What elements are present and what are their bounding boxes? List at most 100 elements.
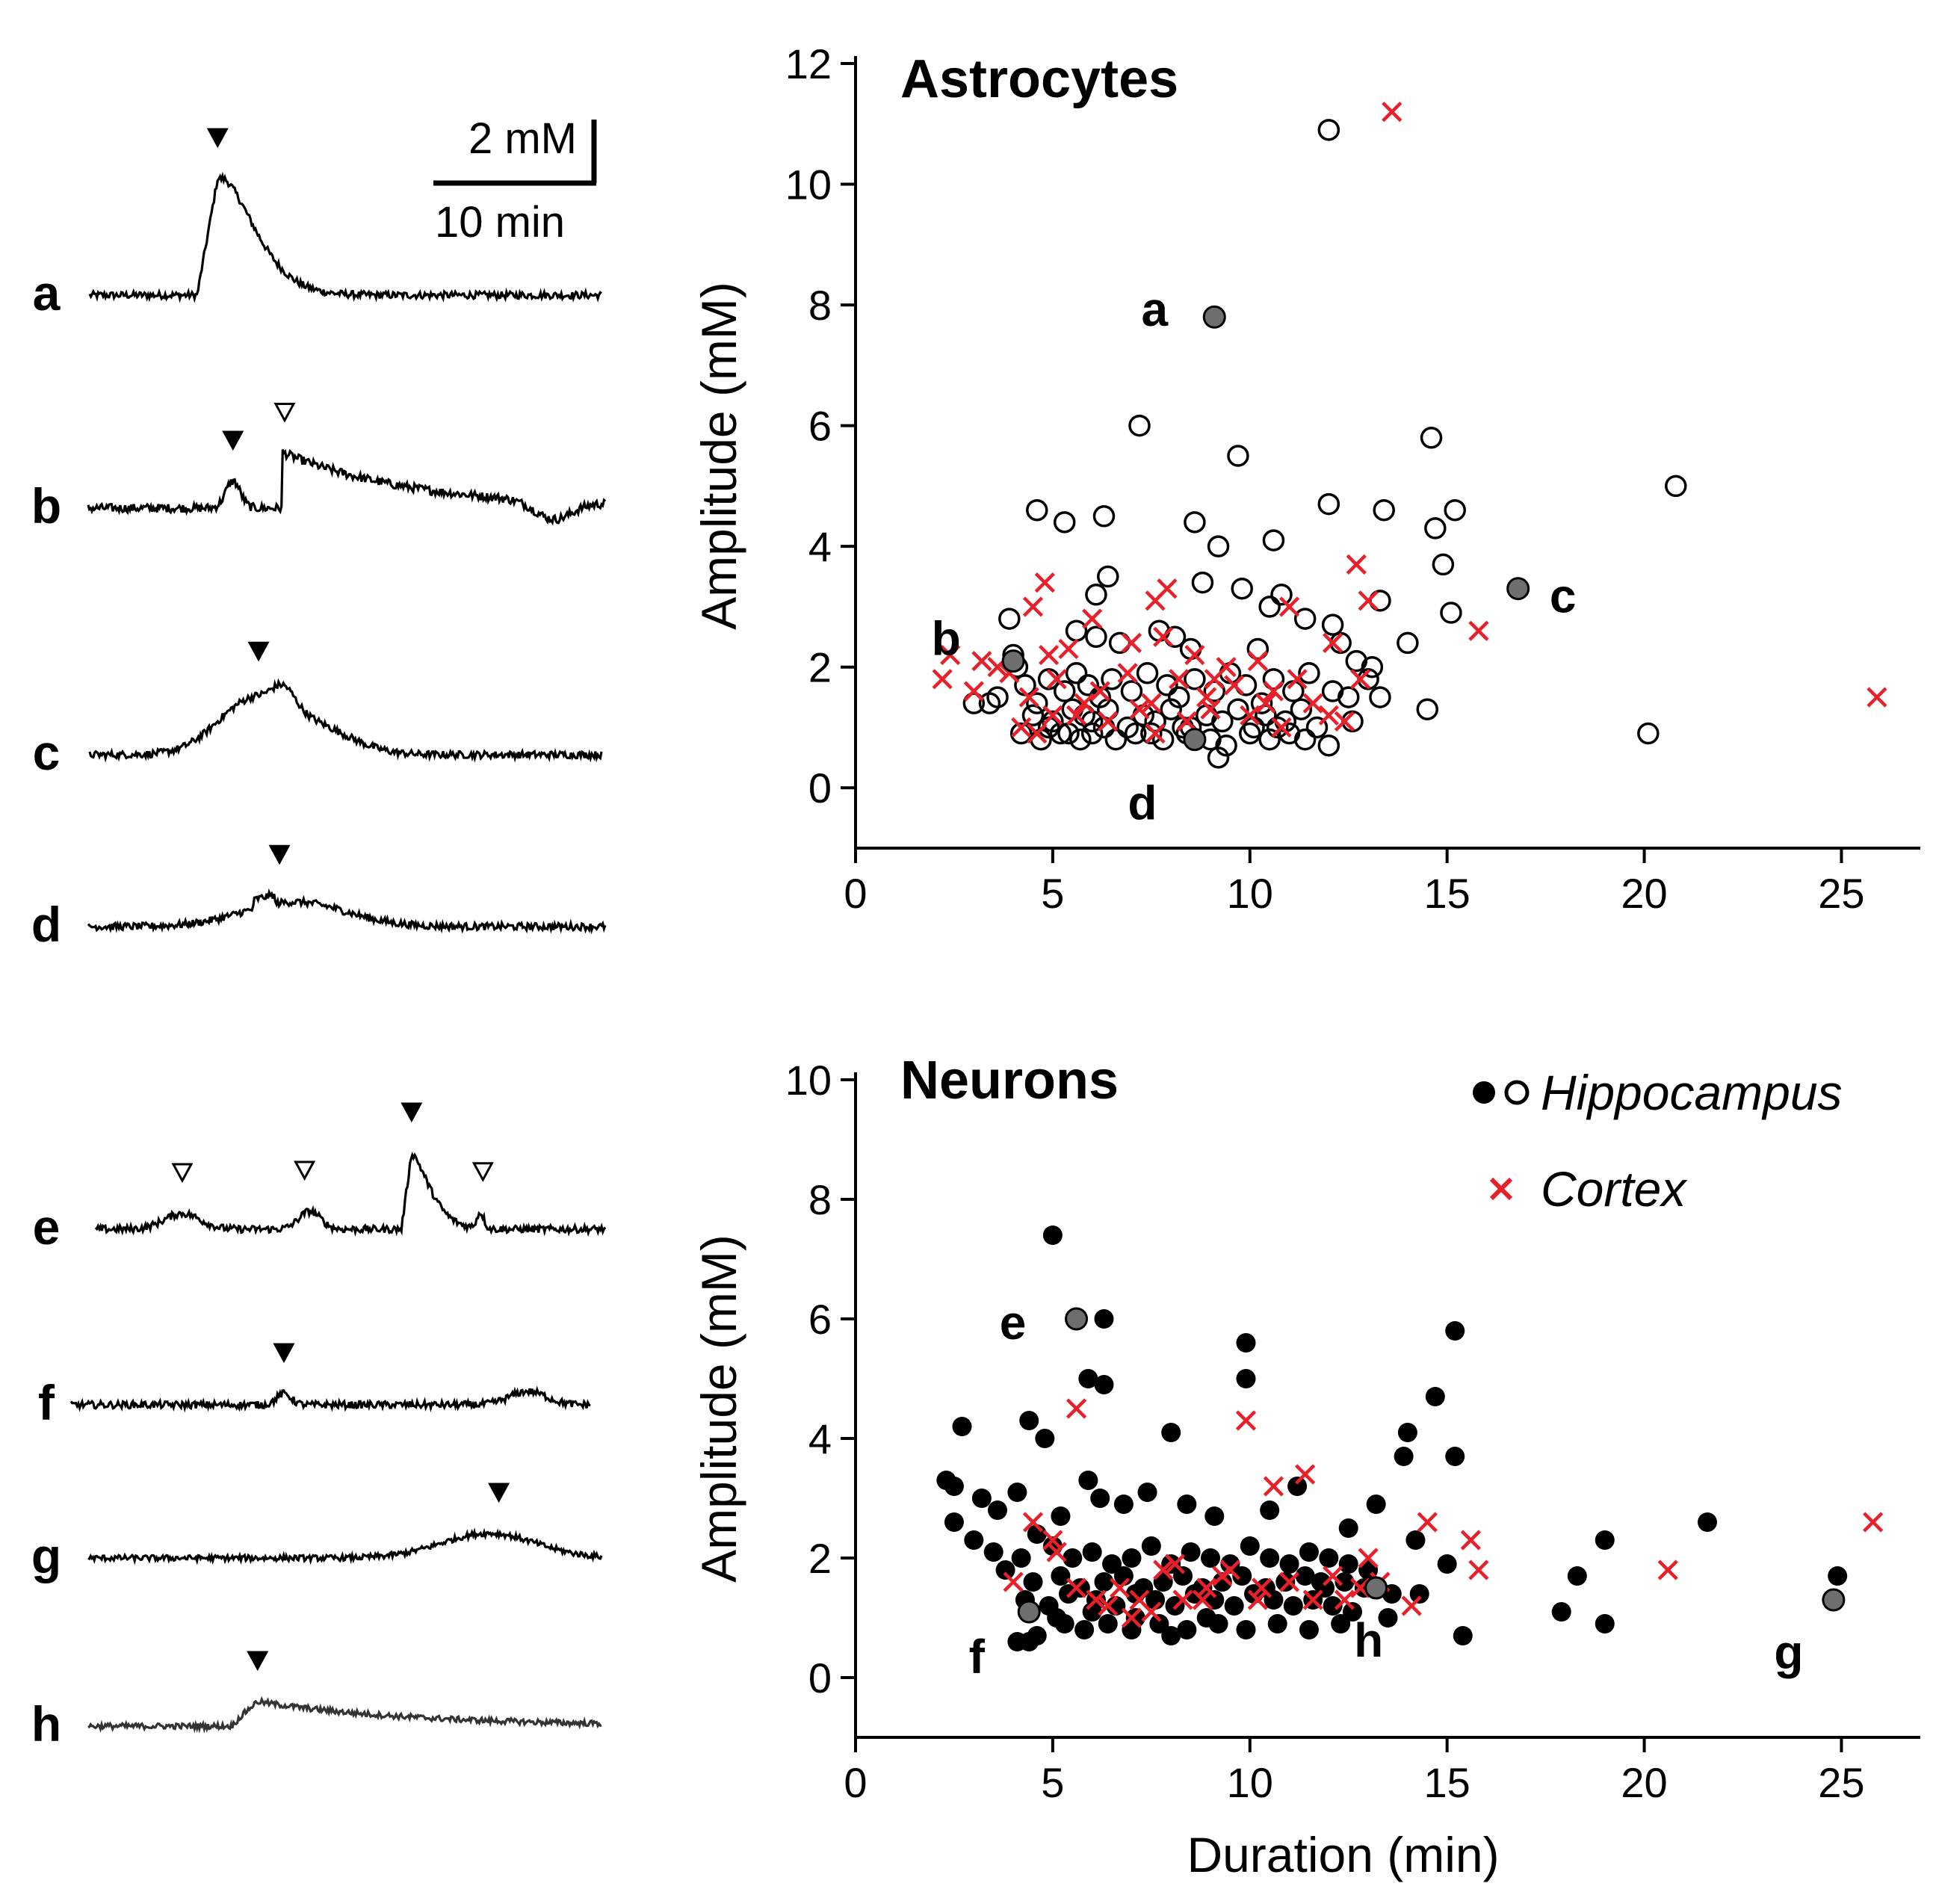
data-point	[1063, 1548, 1083, 1568]
data-point	[1567, 1566, 1587, 1586]
data-point	[1271, 717, 1292, 738]
example-point	[1001, 649, 1025, 673]
y-tick-label: 0	[808, 764, 832, 812]
data-point	[1240, 705, 1261, 726]
data-point	[1192, 1589, 1213, 1610]
data-point	[1224, 675, 1245, 696]
data-point	[1082, 608, 1103, 629]
data-point	[1215, 734, 1237, 757]
data-point	[1019, 1632, 1039, 1651]
data-point	[1069, 728, 1092, 751]
data-point	[1080, 722, 1104, 745]
data-point	[1022, 1512, 1044, 1533]
data-point	[1444, 498, 1466, 522]
x-tick-label: 15	[1424, 870, 1470, 917]
data-point	[1361, 655, 1384, 679]
data-point	[1255, 693, 1276, 714]
data-point	[1022, 596, 1044, 617]
data-point	[1266, 716, 1289, 739]
event-marker-filled	[222, 430, 244, 451]
data-point	[1358, 590, 1379, 611]
data-point	[1046, 669, 1067, 690]
legend: Hippocampus Cortex	[1473, 1065, 1843, 1217]
data-point	[1121, 1607, 1142, 1628]
trace-label: g	[31, 1528, 61, 1583]
astrocytes-chart: 0 2 4 6 8 10 12 0 5 10 15 20 25 Amplitude (mM) Astrocy…	[691, 40, 1920, 917]
data-point	[1137, 1483, 1157, 1502]
data-point	[1169, 669, 1190, 690]
data-point	[1227, 698, 1249, 720]
data-point	[1275, 1572, 1296, 1592]
data-point	[1224, 1596, 1244, 1616]
data-point	[1453, 1626, 1473, 1645]
legend-hippocampus-filled-marker	[1473, 1081, 1495, 1104]
data-point	[1278, 1571, 1300, 1592]
trace-line	[94, 1152, 607, 1237]
trace-label: f	[38, 1375, 55, 1430]
neurons-chart: 0 2 4 6 8 10 0 5 10 15 20 25 Amplitude (mM) Duration …	[691, 1051, 1920, 1882]
data-point	[1240, 1536, 1260, 1556]
data-point	[1200, 699, 1221, 720]
data-point	[1334, 1589, 1355, 1610]
data-point	[1161, 1423, 1181, 1442]
data-point	[995, 1560, 1015, 1580]
data-point	[1181, 1542, 1201, 1562]
trace-c: c	[33, 641, 603, 780]
data-point	[1161, 1626, 1181, 1645]
example-point-label: a	[1141, 282, 1168, 336]
data-point	[932, 669, 953, 690]
data-point	[1184, 511, 1206, 534]
event-marker-filled	[273, 1343, 295, 1364]
data-point	[1382, 102, 1402, 123]
data-point	[1657, 1560, 1678, 1580]
data-point	[1077, 674, 1100, 696]
trace-line	[87, 448, 607, 526]
data-point	[1117, 663, 1138, 684]
series-hippocampus	[936, 1225, 1848, 1651]
x-axis-title: Duration (min)	[1187, 1827, 1499, 1882]
data-point	[1011, 717, 1032, 738]
data-point	[1066, 705, 1087, 726]
data-point	[1293, 608, 1317, 630]
data-point	[1176, 711, 1197, 732]
data-point	[1078, 1369, 1098, 1388]
data-point	[1124, 722, 1147, 745]
data-point	[1437, 1554, 1457, 1574]
y-tick-label: 4	[808, 523, 832, 570]
data-point	[1239, 722, 1261, 745]
data-point	[1295, 1566, 1315, 1586]
x-tick-label: 10	[1227, 1759, 1273, 1806]
data-point	[963, 681, 984, 702]
data-point	[1009, 722, 1033, 745]
data-point	[1863, 1512, 1884, 1533]
data-point	[1141, 1536, 1161, 1556]
data-point	[1298, 662, 1320, 684]
data-point	[944, 1477, 964, 1496]
data-point	[1122, 1548, 1142, 1568]
data-point	[1212, 1572, 1232, 1592]
data-point	[1279, 1554, 1299, 1574]
scale-bar: 2 mM 10 min	[433, 114, 597, 247]
trace-label: h	[31, 1696, 61, 1752]
data-point	[1177, 1495, 1197, 1514]
trace-g: g	[31, 1483, 603, 1583]
example-point	[1822, 1588, 1846, 1612]
data-point	[1207, 747, 1230, 769]
data-point	[1417, 1512, 1438, 1533]
data-point	[1212, 1565, 1233, 1586]
data-point	[1262, 529, 1285, 551]
event-marker-open	[273, 403, 296, 423]
example-point-label: g	[1774, 1625, 1803, 1679]
data-point	[1177, 1620, 1197, 1639]
y-axis-title: Amplitude (mM)	[691, 1234, 746, 1583]
trace-e: e	[33, 1102, 607, 1255]
data-point	[1338, 1554, 1358, 1574]
data-point	[1160, 698, 1182, 720]
data-point	[1113, 1495, 1134, 1514]
data-point	[1299, 1620, 1319, 1639]
x-tick-label: 0	[844, 1759, 867, 1806]
data-point	[1595, 1530, 1615, 1550]
data-point	[1058, 638, 1079, 660]
data-point	[1168, 686, 1190, 708]
data-point	[1260, 1548, 1280, 1568]
